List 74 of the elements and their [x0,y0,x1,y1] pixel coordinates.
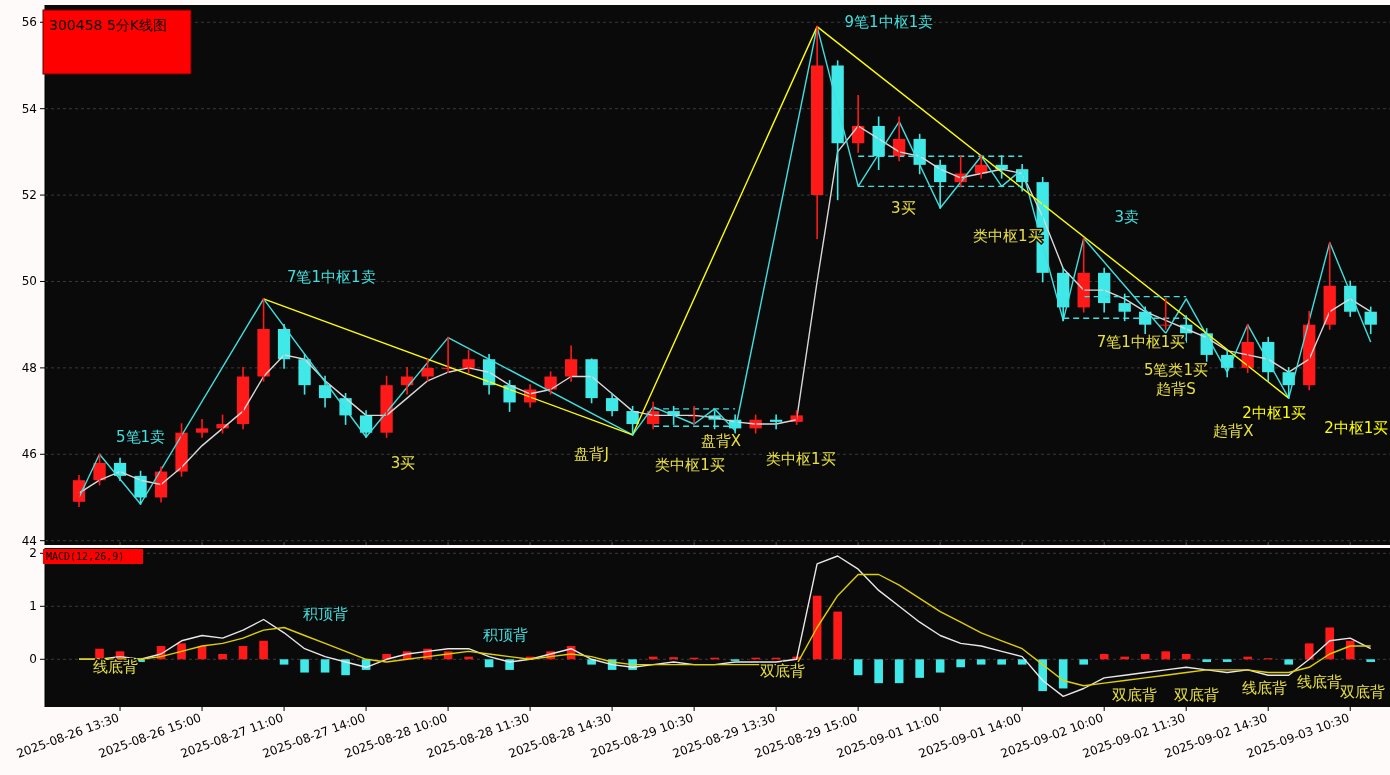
bar [997,659,1006,665]
bar [279,659,289,665]
annotation: 7笔1中枢1买 [1096,332,1186,351]
bar [238,646,248,660]
y-tick-label: 56 [21,15,37,30]
annotation: 3买 [890,199,916,218]
bar [874,659,883,684]
annotation: 双底背 [1112,686,1158,705]
bar [1284,659,1294,665]
annotation: 积顶背 [302,605,348,624]
bar [341,659,350,676]
y-tick-label: 50 [21,274,37,289]
annotation: 2中枢1买 [1242,404,1307,423]
y-tick-label: 1 [29,599,37,614]
candlestick [298,354,311,395]
candlestick [421,358,434,382]
annotation: 盘背X [700,432,741,451]
bar [259,640,268,660]
bar [218,654,227,660]
annotation: 3卖 [1114,207,1140,226]
annotation: 9笔1中枢1卖 [844,13,934,32]
bar [976,659,986,665]
bar [1222,659,1232,662]
annotation: 3买 [390,453,416,472]
bar [1079,659,1088,665]
annotation: 双底背 [1173,686,1219,705]
candlestick [831,60,844,201]
annotation: 2中枢1买 [1324,419,1389,438]
y-tick-label: 52 [21,188,37,203]
candlestick [462,349,475,373]
annotation: 双底背 [1340,683,1386,702]
candlestick [585,358,598,404]
annotation: 线底背 [1296,672,1342,691]
bar [669,657,678,660]
bar [300,659,309,673]
bar [484,659,494,668]
chart-title: MACD(12,26,9) [46,551,125,562]
bar [935,659,945,673]
annotation: 趋背X [1213,421,1254,440]
y-tick-label: 0 [29,652,37,667]
y-tick-label: 44 [21,533,37,548]
bar [894,659,904,684]
y-tick-label: 48 [21,360,37,375]
annotation: 积顶背 [483,626,528,645]
candlestick [380,375,393,438]
y-tick-label: 46 [21,447,37,462]
annotation: 5笔类1买 [1143,361,1208,380]
candlestick [195,418,209,438]
annotation: 双底背 [759,662,805,681]
bar [1181,654,1191,660]
bar [853,659,863,676]
bar [320,659,330,673]
text: 300458 5分K线图 [49,17,167,33]
annotation: 7笔1中枢1卖 [286,268,376,287]
bar [1161,651,1170,660]
bar [833,611,842,660]
bar [915,659,924,678]
bar [1202,659,1212,662]
annotation: 线底背 [93,658,139,677]
annotation: 5笔1卖 [116,428,166,446]
candlestick [626,405,639,436]
bar [1304,643,1314,660]
candlestick [257,297,270,382]
annotation: 线底背 [1241,679,1287,698]
y-tick-label: 54 [21,101,37,116]
annotation: 类中枢1买 [765,449,836,468]
annotation: 类中枢1买 [655,456,725,475]
bar [1366,659,1376,662]
y-tick-label: 2 [29,546,37,561]
bar [1325,627,1335,660]
bar [1345,640,1355,660]
annotation: 趋背S [1156,380,1196,399]
bar [956,659,965,668]
annotation: 盘背J [574,445,609,464]
